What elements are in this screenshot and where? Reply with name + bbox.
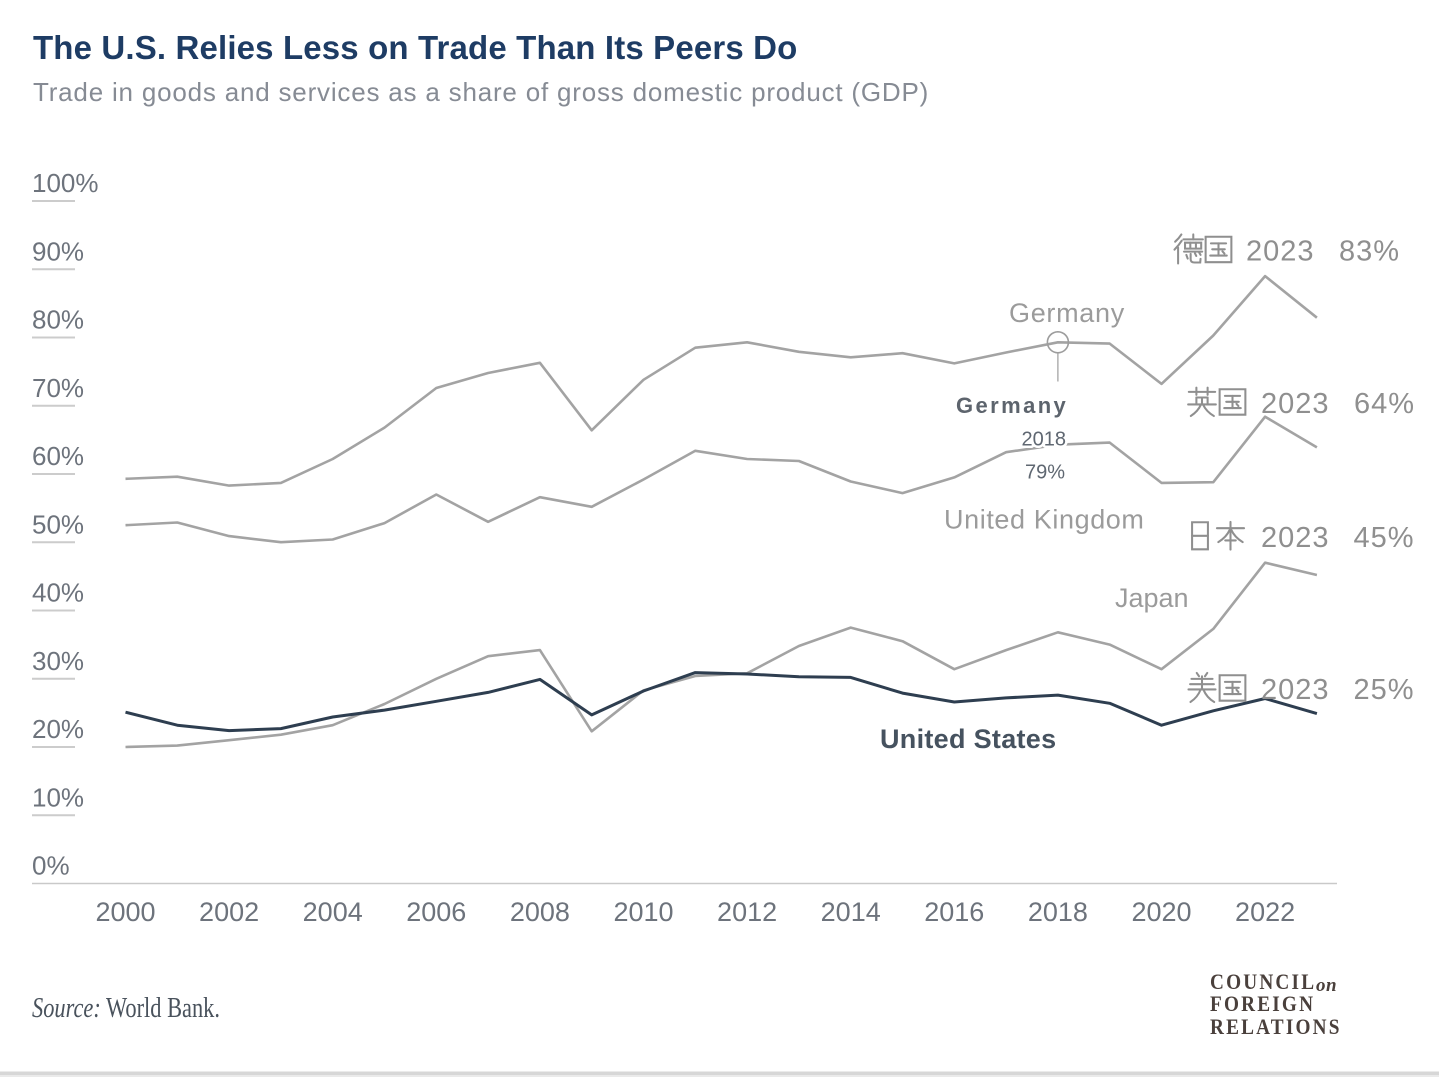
svg-text:2010: 2010: [613, 897, 673, 927]
svg-text:2023: 2023: [1246, 236, 1315, 268]
svg-text:2023: 2023: [1261, 522, 1330, 554]
svg-text:90%: 90%: [32, 236, 84, 266]
svg-text:United States: United States: [880, 724, 1056, 754]
svg-text:79%: 79%: [1025, 462, 1065, 484]
svg-text:United Kingdom: United Kingdom: [944, 505, 1145, 535]
svg-text:2004: 2004: [303, 897, 363, 927]
svg-text:2008: 2008: [510, 897, 570, 927]
svg-text:60%: 60%: [32, 441, 84, 471]
svg-text:2002: 2002: [199, 897, 259, 927]
svg-text:100%: 100%: [32, 168, 99, 198]
svg-text:83%: 83%: [1339, 236, 1400, 268]
svg-text:2023: 2023: [1261, 674, 1330, 706]
svg-text:30%: 30%: [32, 646, 84, 676]
svg-text:2000: 2000: [95, 897, 155, 927]
svg-text:40%: 40%: [32, 578, 84, 608]
svg-text:Japan: Japan: [1115, 583, 1189, 613]
svg-text:Germany: Germany: [956, 393, 1068, 418]
svg-text:2018: 2018: [1028, 897, 1088, 927]
svg-text:0%: 0%: [32, 851, 70, 881]
svg-text:2014: 2014: [821, 897, 881, 927]
svg-text:Germany: Germany: [1009, 298, 1125, 328]
svg-text:64%: 64%: [1354, 388, 1415, 420]
svg-text:2016: 2016: [924, 897, 984, 927]
svg-text:2022: 2022: [1235, 897, 1295, 927]
svg-text:50%: 50%: [32, 509, 84, 539]
svg-text:2020: 2020: [1131, 897, 1191, 927]
svg-text:20%: 20%: [32, 714, 84, 744]
svg-text:45%: 45%: [1354, 522, 1415, 554]
svg-text:2023: 2023: [1261, 388, 1330, 420]
svg-text:70%: 70%: [32, 373, 84, 403]
svg-text:10%: 10%: [32, 782, 84, 812]
svg-text:25%: 25%: [1354, 674, 1415, 706]
svg-text:2006: 2006: [406, 897, 466, 927]
svg-text:2018: 2018: [1022, 429, 1067, 451]
svg-text:2012: 2012: [717, 897, 777, 927]
svg-text:80%: 80%: [32, 305, 84, 335]
